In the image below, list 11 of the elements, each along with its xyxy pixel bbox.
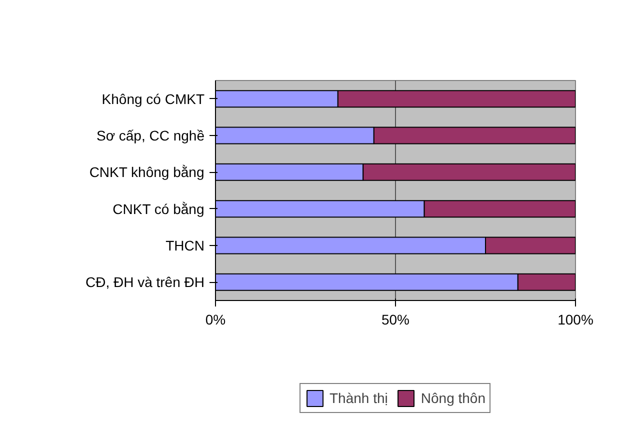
y-tick-label: CNKT không bằng <box>89 164 204 180</box>
x-tick-label: 50% <box>381 312 410 328</box>
x-tick-label: 0% <box>205 312 226 328</box>
y-tick-label: THCN <box>166 238 205 254</box>
legend-label: Nông thôn <box>420 390 486 406</box>
y-tick-label: CĐ, ĐH và trên ĐH <box>85 274 205 290</box>
y-tick-label: CNKT có bằng <box>112 200 204 217</box>
x-tick-label: 100% <box>558 312 594 328</box>
legend-label: Thành thị <box>330 390 388 406</box>
y-tick-label: Sơ cấp, CC nghề <box>96 128 205 144</box>
y-tick-label: Không có CMKT <box>102 90 205 107</box>
